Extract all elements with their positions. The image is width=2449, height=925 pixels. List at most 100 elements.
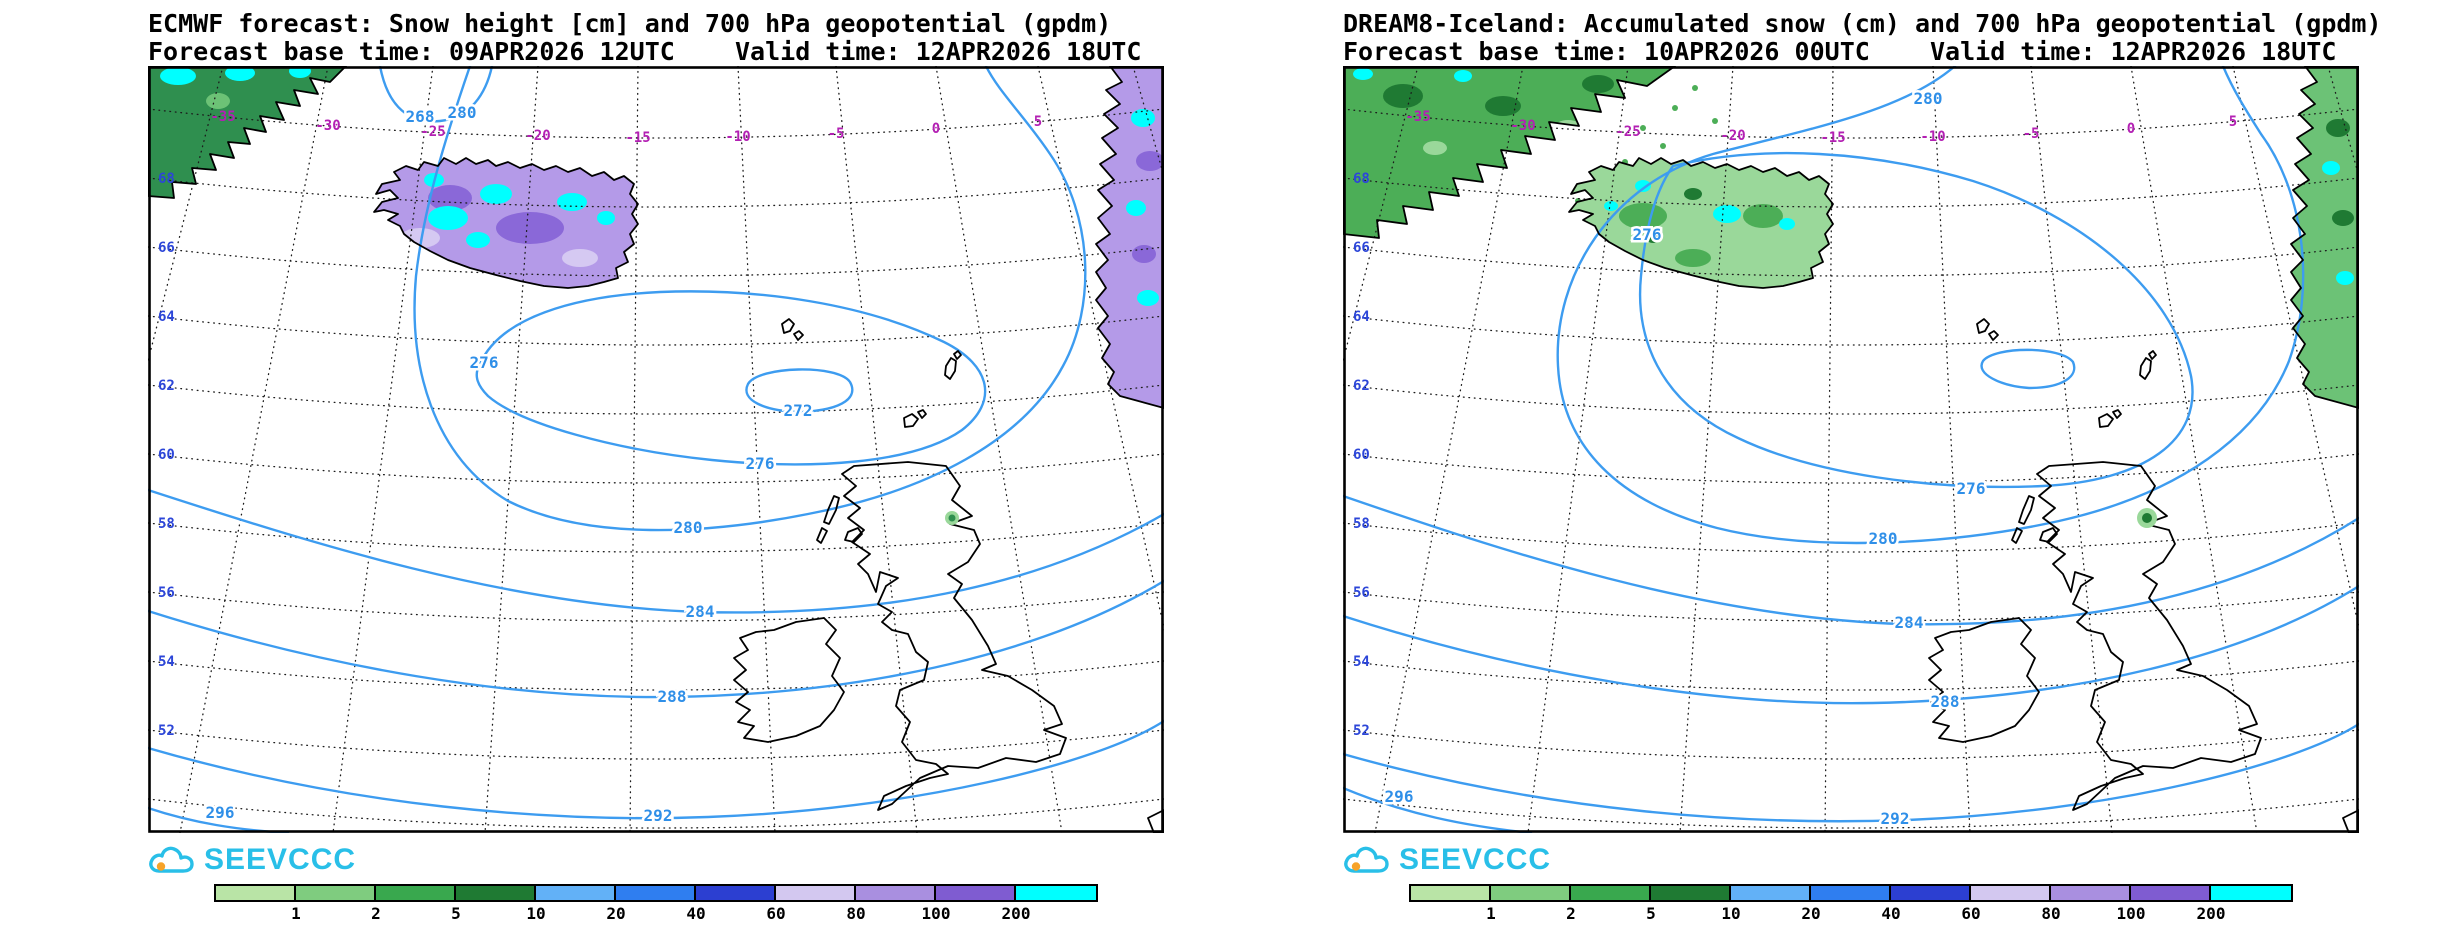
legend-tick-label: 80 bbox=[2041, 904, 2061, 923]
snow-speckle bbox=[1712, 118, 1718, 124]
lat-label: 60 bbox=[158, 447, 175, 463]
meridian-line bbox=[1679, 66, 1734, 833]
legend-cell bbox=[216, 886, 296, 900]
shetland-coastline bbox=[944, 357, 957, 380]
panel-subtitle: Forecast base time: 10APR2026 00UTC Vali… bbox=[1343, 37, 2337, 66]
iceland-snow-patches bbox=[1604, 180, 1795, 267]
lat-label: 68 bbox=[158, 171, 175, 187]
hebrides-coastline bbox=[816, 527, 828, 544]
lat-label: 58 bbox=[158, 516, 175, 532]
orkney-coastline bbox=[917, 409, 927, 419]
lat-label: 56 bbox=[1353, 585, 1370, 601]
snow-patch bbox=[597, 211, 615, 225]
snow-patch bbox=[2322, 161, 2340, 175]
legend-cell bbox=[1811, 886, 1891, 900]
legend-tick-label: 40 bbox=[1881, 904, 1901, 923]
contour-label: 276 bbox=[1633, 225, 1662, 244]
snow-speckle bbox=[1692, 85, 1698, 91]
parallel-line bbox=[148, 453, 1164, 484]
legend-tick-label: 10 bbox=[1721, 904, 1741, 923]
lon-label: -30 bbox=[1510, 118, 1535, 134]
contour-label: 284 bbox=[1895, 613, 1924, 632]
lon-label: 0 bbox=[2127, 121, 2135, 137]
snow-patch bbox=[160, 67, 196, 85]
lon-label: -10 bbox=[1920, 129, 1945, 145]
snow-patch bbox=[1383, 84, 1423, 108]
great-britain-coastline bbox=[841, 461, 1067, 811]
snow-patch bbox=[562, 249, 598, 267]
cairngorms-snow-dot bbox=[2142, 513, 2152, 523]
map-labels: -35 -30 -25 -20 -15 -10 -5 0 5 68 66 64 … bbox=[1353, 87, 2237, 831]
lat-label: 52 bbox=[1353, 723, 1370, 739]
legend-cell bbox=[296, 886, 376, 900]
faroe-islands-coastline bbox=[1976, 318, 1990, 334]
contour-label: 280 bbox=[1869, 529, 1898, 548]
contour-label: 268 bbox=[406, 107, 435, 126]
meridian-line bbox=[179, 66, 329, 833]
legend-bar bbox=[1409, 884, 2293, 902]
lat-label: 66 bbox=[158, 240, 175, 256]
panel-ecmwf: ECMWF forecast: Snow height [cm] and 700… bbox=[148, 10, 1164, 924]
meridian-line bbox=[332, 66, 434, 833]
lat-label: 62 bbox=[158, 378, 175, 394]
contour-line-292 bbox=[1343, 722, 2359, 823]
seevccc-logo: SEEVCCC bbox=[148, 843, 356, 877]
parallel-line bbox=[148, 315, 1164, 346]
lon-label: -35 bbox=[1405, 109, 1430, 125]
lon-label: -20 bbox=[525, 128, 550, 144]
orkney-coastline bbox=[2112, 409, 2122, 419]
snow-patch bbox=[428, 185, 472, 211]
shetland-coastline bbox=[2148, 350, 2157, 360]
legend-cell bbox=[456, 886, 536, 900]
legend-tick-label: 100 bbox=[2116, 904, 2146, 923]
snow-patch bbox=[1136, 151, 1164, 171]
parallel-line bbox=[1343, 315, 2359, 346]
meridian-line bbox=[1932, 66, 1971, 833]
snow-patch bbox=[1635, 180, 1651, 192]
contour-line-272 bbox=[1980, 348, 2076, 390]
legend-cell bbox=[2131, 886, 2211, 900]
legend-tick-labels: 1 2 5 10 20 40 60 80 100 200 bbox=[214, 902, 1098, 924]
snow-patch bbox=[1454, 70, 1472, 82]
contour-line-288 bbox=[1343, 584, 2359, 705]
orkney-coastline bbox=[2098, 413, 2114, 428]
parallel-line bbox=[1343, 798, 2359, 829]
contour-label: 288 bbox=[658, 687, 687, 706]
parallel-line bbox=[1343, 246, 2359, 277]
snow-patch bbox=[1743, 204, 1783, 228]
meridian-line bbox=[1527, 66, 1629, 833]
contour-line-284 bbox=[1343, 494, 2359, 626]
legend-tick-label: 20 bbox=[1801, 904, 1821, 923]
greenland-snow-patches bbox=[160, 66, 311, 109]
legend-cell bbox=[1651, 886, 1731, 900]
snow-patch bbox=[1485, 96, 1521, 116]
faroe-islands-coastline bbox=[793, 330, 804, 341]
contour-line-280 bbox=[413, 66, 1087, 532]
legend-cell bbox=[2051, 886, 2131, 900]
meridian-line bbox=[1343, 66, 1419, 364]
lon-label: 5 bbox=[2229, 114, 2237, 130]
parallel-line bbox=[1343, 591, 2359, 622]
legend-cell bbox=[856, 886, 936, 900]
snow-patch bbox=[1675, 249, 1711, 267]
map-area: -35 -30 -25 -20 -15 -10 -5 0 5 68 66 64 … bbox=[1343, 66, 2359, 833]
logo-text: SEEVCCC bbox=[204, 843, 357, 876]
contour-label: 272 bbox=[784, 401, 813, 420]
norway-snow-patches bbox=[2322, 119, 2354, 285]
lon-label: -25 bbox=[1615, 124, 1640, 140]
snow-patch bbox=[206, 93, 230, 109]
snow-patch bbox=[1604, 201, 1618, 211]
snow-patch bbox=[2326, 119, 2350, 137]
meridian-line bbox=[2030, 66, 2113, 833]
legend-tick-label: 5 bbox=[1646, 904, 1656, 923]
contour-label: 276 bbox=[1957, 479, 1986, 498]
cairngorms-snow-dot bbox=[948, 514, 956, 522]
legend-tick-label: 2 bbox=[371, 904, 381, 923]
hebrides-coastline bbox=[2018, 495, 2035, 525]
coastlines bbox=[148, 66, 1164, 833]
contour-label: 292 bbox=[1881, 809, 1910, 828]
graticule bbox=[1343, 66, 2359, 833]
panel-header: ECMWF forecast: Snow height [cm] and 700… bbox=[148, 10, 1141, 66]
contour-line-296 bbox=[1343, 786, 1533, 833]
snow-patch bbox=[466, 232, 490, 248]
